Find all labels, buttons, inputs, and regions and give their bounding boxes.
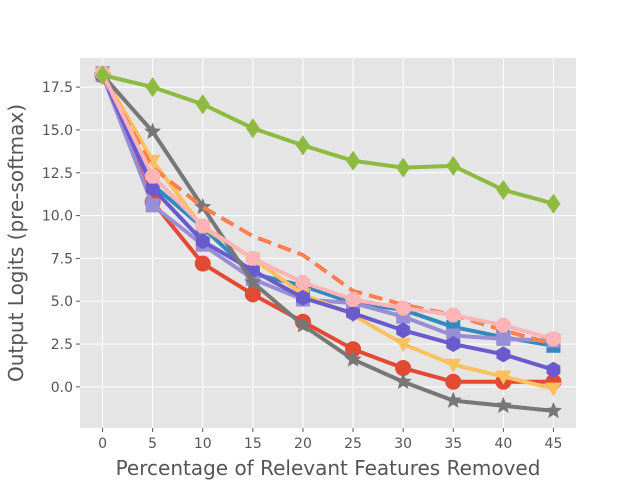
data-point [295,275,311,290]
y-tick-label: 17.5 [42,80,73,96]
series-line [100,71,556,341]
data-point [445,373,462,390]
data-point [195,218,211,234]
data-point [445,358,462,373]
data-point [194,255,211,272]
series-line [100,75,554,346]
plot-background [80,58,576,428]
y-tick-label: 5.0 [51,294,73,310]
data-point [95,65,110,86]
data-point [345,292,361,307]
data-point [195,233,210,250]
series-9 [95,65,561,214]
data-point [395,300,411,316]
series-line [100,73,556,372]
series-layer [93,65,563,419]
x-axis-ticks: 0 5 10 15 20 25 30 35 40 45 [98,428,562,452]
data-point [296,289,310,306]
data-point [546,361,561,378]
series-7 [100,75,554,346]
data-point [346,305,360,322]
data-point [295,135,310,156]
data-point [395,338,412,353]
data-point [546,193,561,214]
data-point [245,118,260,139]
x-tick-label: 25 [344,436,362,452]
data-point [444,391,462,408]
data-point [494,396,512,414]
data-point [496,179,511,200]
data-point [445,307,461,323]
data-point [446,155,461,176]
data-point [244,286,261,303]
data-point [145,168,161,184]
data-point [346,150,361,171]
y-tick-label: 10.0 [42,209,73,225]
data-point [145,77,160,98]
series-line [100,73,556,206]
y-axis-ticks: 0.0 2.5 5.0 7.5 10.0 12.5 15.0 17.5 [42,80,80,396]
series-line [100,71,556,348]
data-point [546,331,561,347]
x-tick-label: 30 [394,436,412,452]
data-point [395,360,412,377]
x-tick-label: 10 [194,436,212,452]
y-axis-label: Output Logits (pre-softmax) [4,104,28,382]
x-tick-label: 35 [444,436,462,452]
y-tick-label: 12.5 [42,166,73,182]
y-tick-label: 0.0 [51,380,73,396]
data-point [495,370,512,385]
data-point [544,401,563,419]
data-point [396,157,411,178]
data-point [245,251,261,266]
data-point [496,346,511,363]
data-point [344,350,362,367]
data-point [144,122,162,139]
data-point [495,317,511,333]
data-point [394,372,412,390]
y-tick-label: 2.5 [51,337,73,353]
data-point [545,382,562,397]
x-tick-label: 40 [494,436,512,452]
data-point [345,341,362,358]
series-8 [95,66,561,347]
series-line [100,73,556,384]
x-tick-label: 20 [294,436,312,452]
data-point [396,322,411,339]
x-tick-label: 15 [244,436,262,452]
data-point [195,94,210,115]
y-tick-label: 7.5 [51,251,73,267]
y-tick-label: 15.0 [42,123,73,139]
x-tick-label: 0 [98,436,107,452]
data-point [244,273,262,290]
data-point [145,198,160,213]
x-axis-label: Percentage of Relevant Features Removed [116,456,541,480]
data-point [145,180,160,197]
data-point [496,331,511,346]
x-tick-label: 45 [545,436,563,452]
x-tick-label: 5 [148,436,157,452]
series-line [100,73,556,413]
series-line [100,73,556,343]
data-point [446,336,461,353]
data-point [294,316,312,333]
